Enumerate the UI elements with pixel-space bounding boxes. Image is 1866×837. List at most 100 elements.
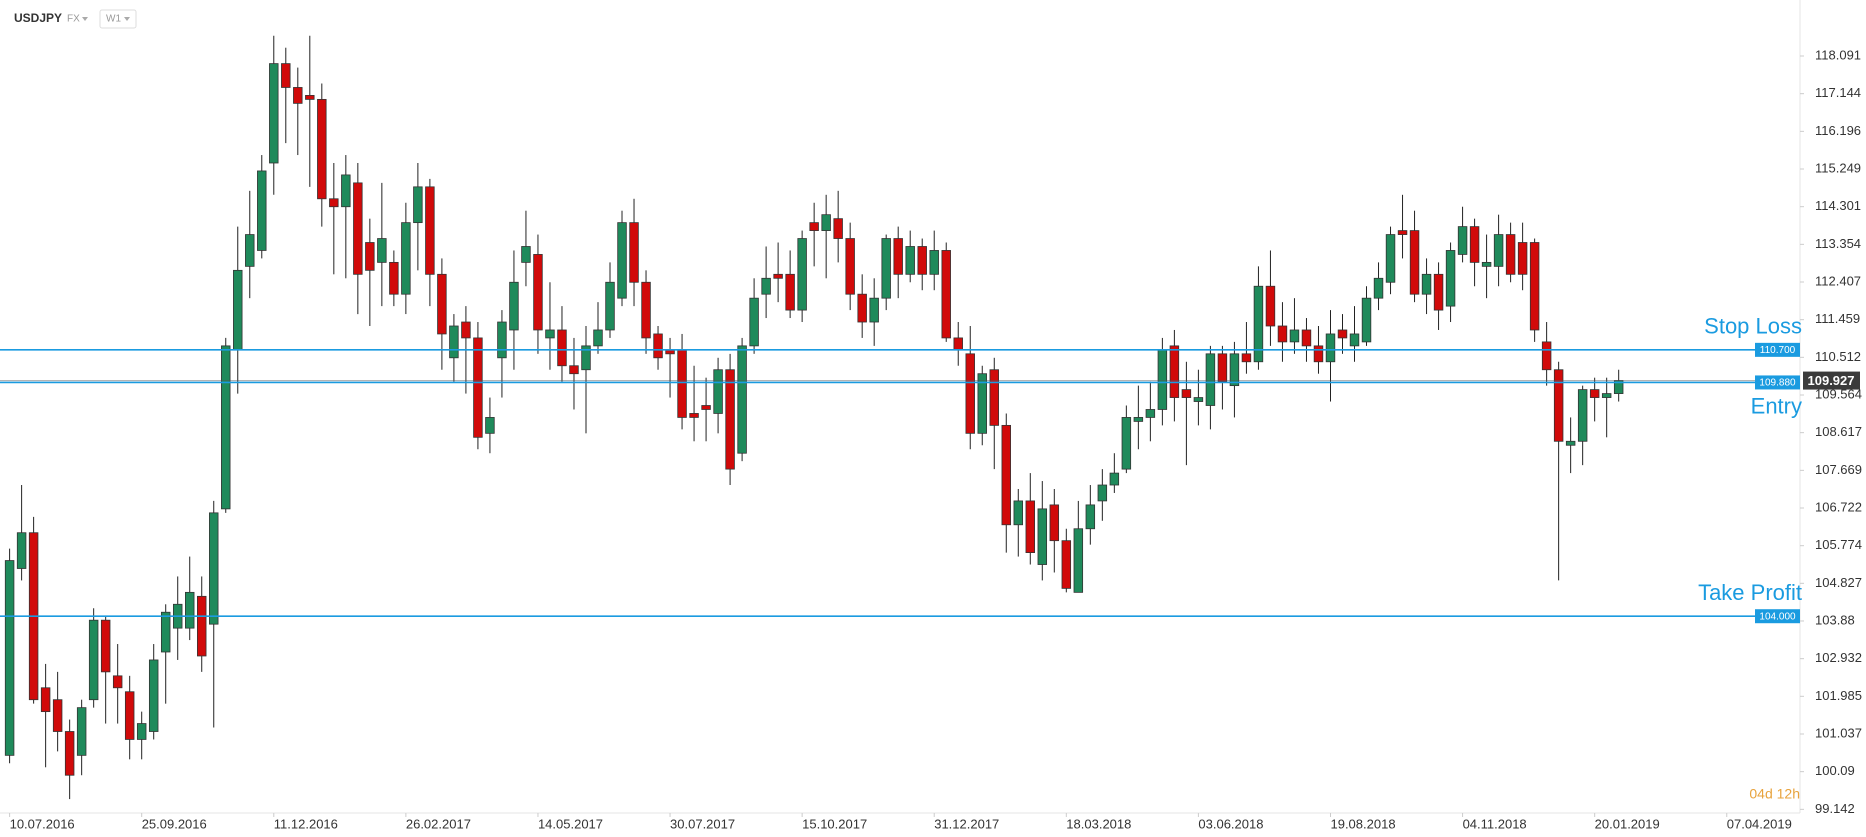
y-tick-label: 109.564 <box>1815 386 1862 401</box>
candle-body <box>617 222 627 299</box>
y-tick-label: 107.669 <box>1815 462 1862 477</box>
candle-body <box>845 238 855 295</box>
candle-body <box>209 512 219 625</box>
candle-body <box>1073 528 1084 593</box>
candle-body <box>124 691 135 740</box>
candle-body <box>1373 277 1384 299</box>
candle-body <box>1049 504 1060 542</box>
candle-body <box>1469 226 1480 263</box>
candle-body <box>929 250 939 275</box>
candle-body <box>1421 273 1432 295</box>
candle-body <box>449 325 459 359</box>
candle-body <box>557 329 567 367</box>
candle-body <box>269 63 279 164</box>
candle-body <box>761 277 771 295</box>
y-tick-label: 110.512 <box>1815 349 1861 364</box>
candle-body <box>869 297 879 323</box>
level-box <box>1755 609 1800 624</box>
y-tick-label: 116.196 <box>1815 123 1861 138</box>
candle-body <box>1289 329 1300 343</box>
candle-body <box>1553 369 1564 442</box>
candle-body <box>653 333 663 359</box>
y-tick-label: 117.144 <box>1815 85 1861 100</box>
candle-body <box>497 321 507 359</box>
candle-body <box>1157 349 1168 410</box>
candle-body <box>401 222 411 295</box>
market[interactable]: FX <box>67 14 80 25</box>
candle-body <box>317 98 327 200</box>
last-price-label: 109.927 <box>1808 373 1855 388</box>
dropdown-arrow <box>124 17 130 21</box>
candle-body <box>100 619 111 673</box>
candle-body <box>293 87 303 104</box>
y-tick-label: 101.037 <box>1815 725 1862 740</box>
level-value-label: 109.880 <box>1759 378 1796 389</box>
y-tick-label: 102.932 <box>1815 650 1862 665</box>
candle-body <box>1241 353 1252 363</box>
candle-body <box>485 417 495 434</box>
candle-body <box>1325 333 1336 363</box>
candle-body <box>1481 261 1492 267</box>
candle-body <box>329 198 339 208</box>
candle-body <box>353 182 363 275</box>
candle-body <box>1253 285 1264 363</box>
candle-body <box>1385 234 1396 283</box>
x-tick-label: 11.12.2016 <box>274 816 338 831</box>
candle-body <box>389 261 399 295</box>
candle-body <box>785 273 795 311</box>
candle-body <box>701 405 711 410</box>
candle-body <box>1301 329 1312 347</box>
candle-body <box>629 222 639 283</box>
candle-body <box>1493 234 1504 267</box>
candle-body <box>1277 325 1288 343</box>
candle-body <box>281 63 291 88</box>
y-tick-label: 99.142 <box>1815 801 1855 816</box>
candle-body <box>857 293 867 323</box>
candle-body <box>1097 484 1108 502</box>
candle-body <box>148 659 159 732</box>
candle-body <box>821 214 831 231</box>
x-tick-label: 10.07.2016 <box>10 816 75 831</box>
candle-body <box>473 337 483 438</box>
timeframe[interactable]: W1 <box>106 14 121 25</box>
candle-body <box>1205 353 1216 406</box>
candle-body <box>341 174 351 208</box>
candle-body <box>833 218 843 239</box>
candle-body <box>569 365 579 375</box>
level-name: Entry <box>1751 393 1802 418</box>
candle-body <box>1085 504 1096 530</box>
candle-body <box>1445 250 1456 307</box>
candle-body <box>305 95 315 100</box>
candle-body <box>1229 353 1240 387</box>
level-box <box>1755 342 1800 357</box>
y-tick-label: 101.985 <box>1815 688 1862 703</box>
timeframe-box[interactable] <box>99 9 137 29</box>
candle-body <box>1505 234 1516 275</box>
candle-body <box>64 731 75 776</box>
candle-body <box>809 222 819 231</box>
candle-body <box>905 246 915 275</box>
level-name: Take Profit <box>1698 580 1802 605</box>
candle-body <box>1313 345 1324 363</box>
candle-body <box>689 413 699 418</box>
candle-body <box>1109 472 1120 486</box>
candle-body <box>1397 230 1408 235</box>
candle-body <box>185 591 195 629</box>
y-tick-label: 105.774 <box>1815 537 1862 552</box>
y-tick-label: 106.722 <box>1815 499 1862 514</box>
candle-body <box>581 345 591 371</box>
y-tick-label: 113.354 <box>1815 236 1861 251</box>
candle-body <box>749 297 759 347</box>
y-tick-label: 112.407 <box>1815 273 1861 288</box>
x-tick-label: 31.12.2017 <box>934 816 999 831</box>
symbol: USDJPY <box>14 11 62 25</box>
last-price-box <box>1803 371 1860 390</box>
x-tick-label: 20.01.2019 <box>1595 816 1660 831</box>
candle-body <box>605 281 615 331</box>
candle-body <box>1001 424 1011 526</box>
candle-body <box>1193 397 1204 402</box>
axes: 118.091 117.144 116.196 115.249 114.301 113.3… <box>9 47 1862 831</box>
countdown: 04d 12h <box>1749 786 1800 802</box>
candle-body <box>233 269 243 351</box>
